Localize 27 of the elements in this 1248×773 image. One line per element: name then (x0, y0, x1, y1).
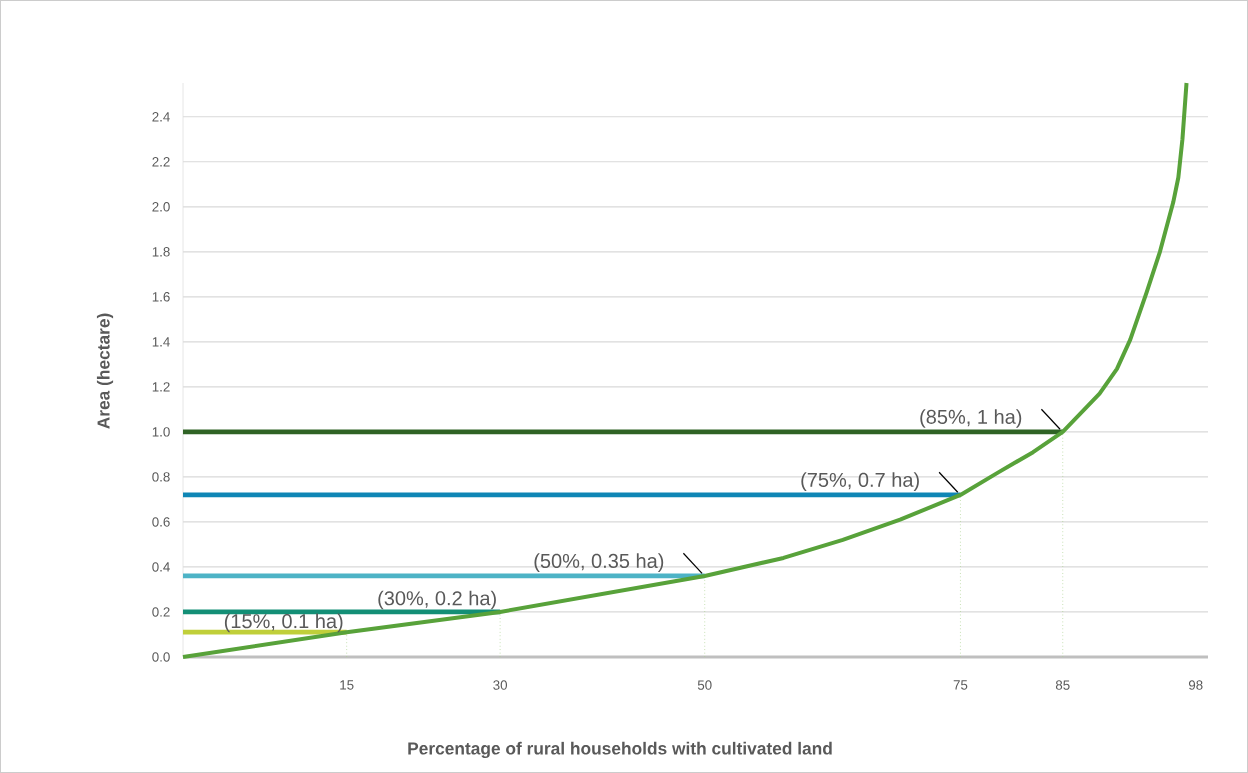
y-tick-label: 1.2 (152, 382, 170, 392)
y-tick-label: 0.8 (152, 472, 170, 482)
x-tick-label: 50 (697, 680, 712, 690)
y-tick-label: 2.2 (152, 157, 170, 167)
y-tick-label: 0.2 (152, 607, 170, 617)
line-series (181, 80, 1189, 659)
x-tick-label: 98 (1188, 680, 1203, 690)
annotation: (30%, 0.2 ha) (378, 590, 496, 610)
x-tick-label: 15 (340, 680, 354, 690)
y-tick-label: 0.6 (152, 517, 170, 527)
y-tick-label: 1.0 (152, 427, 170, 437)
annotation: (15%, 0.1 ha) (224, 613, 343, 633)
y-tick-label: 2.4 (152, 112, 170, 122)
x-axis-title: Percentage of rural households with cultivated land (408, 741, 832, 759)
x-tick-label: 30 (493, 680, 508, 690)
y-tick-label: 0.4 (152, 562, 170, 572)
x-tick-label: 75 (953, 680, 968, 690)
annotation: (50%, 0.35 ha) (534, 553, 664, 572)
y-tick-label: 1.8 (152, 247, 170, 257)
y-tick-label: 0.0 (152, 652, 170, 662)
annotation: (75%, 0.7 ha) (801, 472, 919, 491)
x-tick-label: 85 (1055, 680, 1070, 690)
y-axis-title: Area (hectare) (96, 313, 114, 429)
annotation: (85%, 1 ha) (920, 409, 1022, 428)
y-tick-label: 1.4 (152, 337, 170, 347)
y-tick-label: 1.6 (152, 292, 170, 302)
y-tick-label: 2.0 (152, 202, 170, 212)
